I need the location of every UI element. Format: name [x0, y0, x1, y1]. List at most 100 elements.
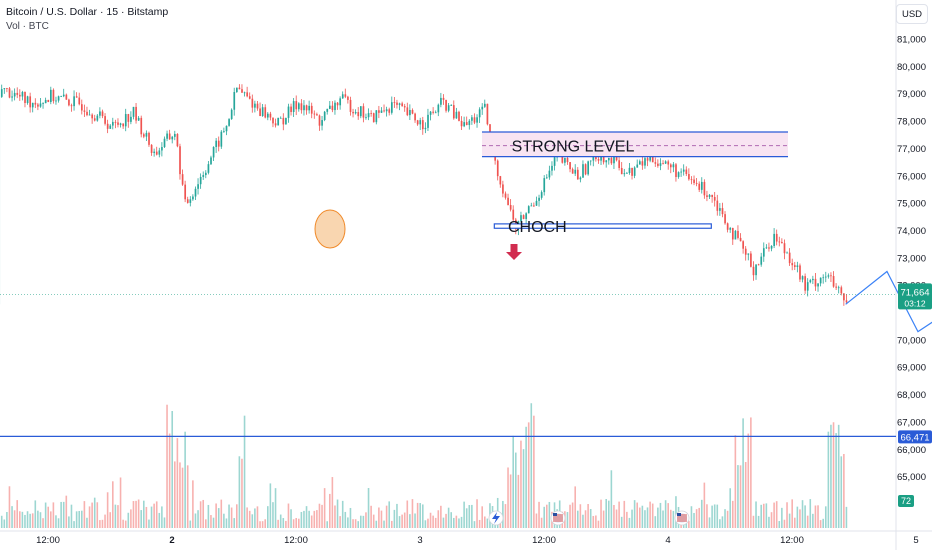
- highlight-circle: [315, 210, 345, 248]
- volume-bar: [541, 518, 543, 528]
- candle-body: [549, 171, 551, 178]
- candle-body: [293, 101, 295, 112]
- volume-bar: [272, 502, 274, 528]
- candle-body: [104, 116, 106, 124]
- candle-body: [27, 96, 29, 103]
- volume-bar: [691, 506, 693, 528]
- volume-bar: [735, 435, 737, 528]
- volume-bar: [709, 517, 711, 528]
- volume-bar: [267, 506, 269, 528]
- candle-body: [427, 115, 429, 128]
- candle-body: [146, 133, 148, 137]
- candle-body: [468, 121, 470, 125]
- candle-body: [737, 231, 739, 238]
- candle-body: [313, 114, 315, 115]
- candle-body: [37, 105, 39, 107]
- volume-bar: [479, 520, 481, 528]
- volume-bar: [673, 511, 675, 528]
- candle-body: [127, 114, 129, 122]
- candle-body: [135, 107, 137, 121]
- x-tick-label: 12:00: [36, 535, 60, 546]
- candle-body: [479, 109, 481, 117]
- y-tick-label: 80,000: [897, 62, 926, 73]
- volume-bar: [130, 509, 132, 528]
- y-tick-label: 79,000: [897, 89, 926, 100]
- volume-bar: [822, 519, 824, 528]
- candle-body: [133, 107, 135, 117]
- volume-bar: [652, 504, 654, 528]
- candle-body: [613, 157, 615, 163]
- candle-body: [308, 106, 310, 110]
- volume-bar: [32, 513, 34, 528]
- candle-body: [745, 249, 747, 255]
- strong-level-label: STRONG LEVEL: [512, 139, 635, 156]
- candle-body: [458, 112, 460, 121]
- y-tick-label: 74,000: [897, 226, 926, 237]
- candle-body: [773, 234, 775, 246]
- volume-bar: [722, 516, 724, 528]
- volume-bar: [595, 515, 597, 528]
- candle-body: [636, 165, 638, 168]
- candle-body: [401, 103, 403, 106]
- volume-bar: [776, 501, 778, 528]
- candle-body: [344, 94, 346, 96]
- candle-body: [32, 103, 34, 107]
- candle-body: [4, 88, 6, 89]
- volume-bar: [53, 502, 55, 528]
- volume-bar: [373, 515, 375, 528]
- volume-bar: [753, 516, 755, 528]
- volume-bar: [337, 500, 339, 528]
- volume-bar: [825, 506, 827, 528]
- volume-bar: [799, 509, 801, 528]
- candle-body: [443, 98, 445, 100]
- candle-body: [311, 106, 313, 114]
- volume-bar: [399, 516, 401, 528]
- volume-bar: [786, 502, 788, 528]
- candle-body: [357, 112, 359, 116]
- candle-body: [422, 120, 424, 129]
- candle-body: [406, 107, 408, 115]
- volume-bar: [102, 520, 104, 528]
- candle-body: [474, 117, 476, 122]
- volume-bar: [109, 512, 111, 528]
- candle-body: [166, 134, 168, 139]
- volume-bar: [468, 505, 470, 528]
- candle-body: [42, 103, 44, 104]
- volume-bar: [264, 519, 266, 528]
- candle-body: [673, 164, 675, 167]
- volume-bar: [536, 514, 538, 528]
- volume-bar: [249, 511, 251, 528]
- volume-bar: [714, 504, 716, 528]
- candle-body: [91, 115, 93, 119]
- currency-button[interactable]: USD: [896, 4, 928, 24]
- volume-bar: [835, 433, 837, 528]
- candle-body: [350, 100, 352, 112]
- volume-bar: [133, 501, 135, 528]
- candle-body: [409, 110, 411, 115]
- candle-body: [716, 201, 718, 211]
- volume-bar: [306, 506, 308, 528]
- candle-body: [179, 146, 181, 174]
- volume-bar: [747, 434, 749, 528]
- candle-body: [623, 173, 625, 174]
- volume-bar: [99, 520, 101, 528]
- volume-bar: [484, 516, 486, 528]
- volume-bar: [125, 521, 127, 528]
- candle-body: [329, 106, 331, 109]
- volume-bar: [71, 505, 73, 528]
- candle-body: [125, 114, 127, 126]
- candle-body: [711, 195, 713, 197]
- candle-body: [755, 264, 757, 275]
- candle-body: [381, 110, 383, 112]
- volume-bar: [166, 405, 168, 528]
- candle-body: [778, 242, 780, 243]
- volume-bar: [277, 520, 279, 528]
- volume-bar: [538, 502, 540, 528]
- volume-bar: [409, 514, 411, 528]
- candle-body: [200, 177, 202, 184]
- candle-body: [683, 170, 685, 172]
- volume-bar: [187, 465, 189, 528]
- candle-body: [11, 96, 13, 97]
